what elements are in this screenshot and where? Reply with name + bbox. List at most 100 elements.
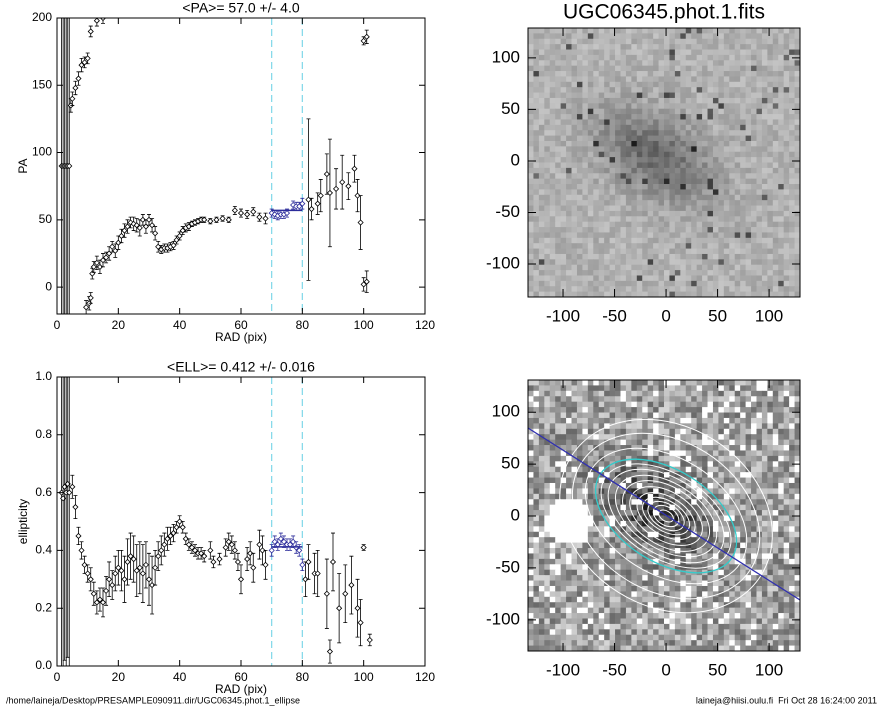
image-pixel	[745, 130, 752, 136]
image-pixel	[772, 401, 779, 408]
image-pixel	[625, 396, 632, 403]
image-pixel	[560, 286, 567, 293]
image-pixel	[767, 482, 774, 489]
image-pixel	[560, 270, 567, 276]
image-pixel	[555, 227, 562, 233]
image-pixel	[707, 504, 714, 511]
image-pixel	[772, 135, 779, 142]
image-pixel	[761, 259, 768, 266]
image-pixel	[691, 221, 698, 228]
image-pixel	[533, 140, 540, 147]
image-pixel	[729, 380, 736, 386]
image-pixel	[593, 434, 600, 441]
image-pixel	[604, 162, 610, 169]
image-pixel	[691, 520, 698, 527]
point	[145, 216, 153, 223]
image-pixel	[625, 28, 632, 34]
image-pixel	[723, 205, 730, 212]
image-pixel	[528, 146, 534, 153]
image-pixel	[593, 585, 600, 592]
image-pixel	[587, 472, 594, 478]
image-pixel	[576, 189, 583, 196]
image-pixel	[593, 396, 600, 403]
image-pixel	[664, 396, 670, 403]
image-pixel	[794, 259, 800, 266]
image-pixel	[685, 264, 692, 271]
image-pixel	[615, 407, 621, 413]
image-pixel	[576, 243, 583, 249]
image-pixel	[729, 564, 736, 571]
image-pixel	[702, 221, 708, 228]
image-pixel	[615, 248, 621, 255]
image-pixel	[680, 291, 687, 297]
x-tick-label: 0	[661, 306, 670, 325]
image-pixel	[751, 92, 757, 99]
image-pixel	[604, 515, 610, 522]
x-tick-label: 80	[296, 670, 310, 684]
image-pixel	[631, 54, 638, 61]
image-pixel	[593, 385, 600, 392]
image-pixel	[734, 157, 741, 163]
image-pixel	[658, 591, 665, 598]
image-pixel	[685, 286, 692, 293]
image-pixel	[734, 140, 741, 147]
image-pixel	[620, 423, 627, 430]
image-pixel	[555, 151, 562, 158]
image-pixel	[555, 580, 562, 587]
image-pixel	[729, 200, 736, 206]
image-pixel	[772, 28, 779, 34]
image-pixel	[745, 461, 752, 468]
image-pixel	[615, 510, 621, 516]
image-pixel	[631, 184, 638, 190]
image-pixel	[691, 548, 698, 554]
image-pixel	[615, 103, 621, 110]
image-pixel	[718, 450, 725, 457]
image-pixel	[647, 423, 654, 430]
image-pixel	[615, 264, 621, 271]
image-pixel	[740, 286, 746, 293]
image-pixel	[598, 151, 605, 158]
image-pixel	[533, 124, 540, 131]
image-pixel	[576, 65, 583, 72]
image-pixel	[680, 114, 687, 120]
image-pixel	[794, 167, 800, 174]
image-pixel	[631, 227, 638, 233]
image-pixel	[751, 428, 757, 435]
image-pixel	[587, 291, 594, 297]
chart-title: <ELL>= 0.412 +/- 0.016	[167, 359, 315, 375]
image-pixel	[664, 173, 670, 180]
image-pixel	[587, 477, 594, 484]
image-pixel	[674, 504, 681, 511]
image-pixel	[533, 553, 540, 560]
image-pixel	[609, 248, 616, 255]
image-pixel	[740, 114, 746, 120]
image-pixel	[696, 390, 703, 397]
image-pixel	[571, 108, 578, 115]
image-pixel	[664, 423, 670, 430]
image-pixel	[658, 455, 665, 462]
image-pixel	[761, 194, 768, 201]
image-pixel	[767, 227, 774, 233]
image-pixel	[734, 49, 741, 56]
image-pixel	[767, 28, 774, 34]
image-pixel	[549, 461, 556, 468]
image-pixel	[549, 87, 556, 93]
image-pixel	[669, 237, 676, 244]
image-pixel	[783, 92, 790, 99]
image-pixel	[653, 482, 659, 489]
image-pixel	[642, 455, 649, 462]
image-pixel	[604, 542, 610, 549]
image-pixel	[772, 248, 779, 255]
image-pixel	[691, 564, 698, 571]
image-pixel	[712, 575, 719, 581]
image-pixel	[620, 210, 627, 217]
image-pixel	[712, 548, 719, 554]
image-pixel	[674, 65, 681, 72]
image-pixel	[604, 54, 610, 61]
point	[250, 208, 257, 215]
image-pixel	[625, 65, 632, 72]
image-pixel	[560, 455, 567, 462]
image-pixel	[609, 455, 616, 462]
image-pixel	[702, 280, 708, 287]
image-pixel	[696, 531, 703, 538]
